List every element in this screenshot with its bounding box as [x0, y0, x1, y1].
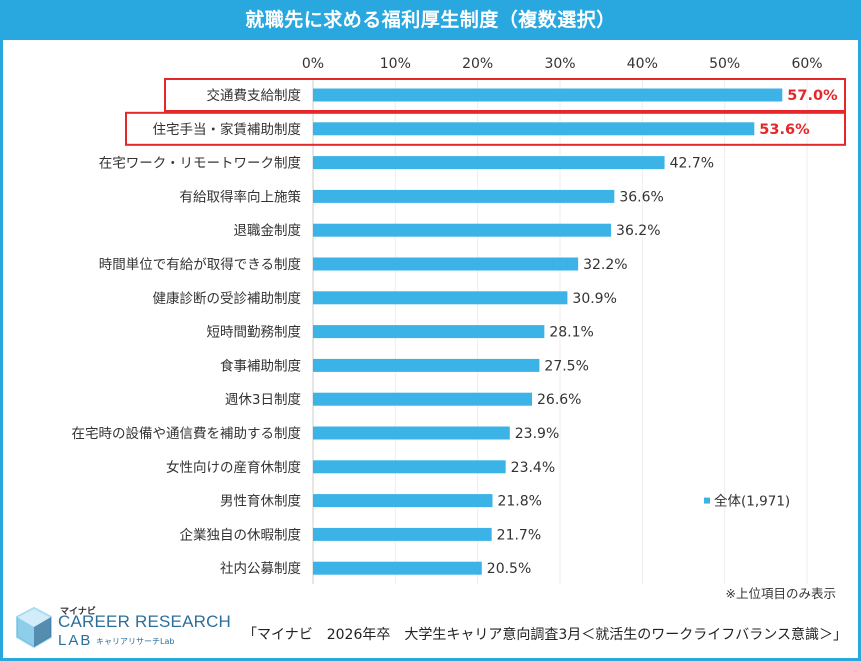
category-label: 社内公募制度 [220, 561, 301, 577]
legend-label: 全体(1,971) [714, 493, 790, 510]
category-label: 食事補助制度 [220, 357, 301, 374]
highlight-box-1 [164, 78, 846, 112]
value-label: 36.2% [616, 223, 660, 239]
logo-lab-text: LAB [58, 632, 93, 649]
bar [313, 223, 612, 237]
category-label: 交通費支給制度 [207, 87, 302, 104]
x-tick-label: 30% [544, 56, 575, 72]
chart-title: 就職先に求める福利厚生制度（複数選択） [0, 0, 861, 40]
value-label: 28.1% [549, 325, 593, 341]
category-label: 企業独自の休暇制度 [180, 526, 302, 543]
career-research-lab-logo: マイナビ CAREER RESEARCH LAB キャリアリサーチLab [14, 604, 231, 652]
bar [313, 156, 665, 170]
value-label: 27.5% [544, 358, 588, 374]
value-label: 21.7% [497, 527, 541, 543]
x-tick-label: 40% [627, 56, 658, 72]
logo-sub-text: キャリアリサーチLab [96, 637, 175, 646]
value-label: 57.0% [787, 88, 838, 104]
source-citation: 「マイナビ 2026年卒 大学生キャリア意向調査3月＜就活生のワークライフバラン… [243, 627, 847, 643]
legend-swatch [704, 497, 710, 504]
x-tick-label: 60% [791, 56, 822, 72]
logo-brand-text: マイナビ [60, 607, 96, 617]
bar [313, 122, 755, 136]
value-label: 32.2% [583, 257, 627, 273]
x-tick-label: 0% [302, 56, 324, 72]
value-label: 53.6% [759, 122, 810, 138]
bar [313, 494, 493, 508]
bar [313, 291, 568, 305]
category-label: 時間単位で有給が取得できる制度 [99, 256, 301, 273]
logo-main-text: CAREER RESEARCH [58, 612, 232, 631]
category-label: 女性向けの産育休制度 [166, 459, 301, 476]
bar [313, 426, 510, 440]
category-label: 在宅ワーク・リモートワーク制度 [99, 156, 301, 172]
value-label: 21.8% [497, 494, 541, 510]
category-label: 短時間勤務制度 [207, 325, 302, 341]
category-label: 在宅時の設備や通信費を補助する制度 [72, 426, 302, 442]
bar [313, 325, 545, 339]
category-label: 住宅手当・家賃補助制度 [153, 121, 302, 138]
bar [313, 358, 540, 372]
bar [313, 189, 615, 203]
value-label: 30.9% [572, 291, 616, 307]
category-label: 週休3日制度 [225, 392, 301, 408]
x-tick-label: 10% [380, 56, 411, 72]
bar [313, 257, 579, 271]
category-label: 有給取得率向上施策 [180, 188, 302, 205]
value-label: 23.9% [515, 426, 559, 442]
x-tick-label: 20% [462, 56, 493, 72]
cube-logo-icon [16, 606, 52, 649]
value-label: 23.4% [511, 460, 555, 476]
category-label: 退職金制度 [234, 223, 302, 239]
x-tick-label: 50% [709, 56, 740, 72]
bar [313, 460, 506, 474]
highlight-box-2 [125, 111, 846, 146]
bar [313, 527, 492, 541]
value-label: 42.7% [670, 156, 714, 172]
category-label: 男性育休制度 [220, 494, 301, 510]
value-label: 36.6% [619, 189, 663, 205]
bar [313, 392, 533, 406]
value-label: 20.5% [487, 561, 531, 577]
footnote: ※上位項目のみ表示 [726, 586, 836, 601]
bar [313, 88, 783, 102]
value-label: 26.6% [537, 392, 581, 408]
category-label: 健康診断の受診補助制度 [153, 290, 302, 307]
bar [313, 561, 482, 575]
